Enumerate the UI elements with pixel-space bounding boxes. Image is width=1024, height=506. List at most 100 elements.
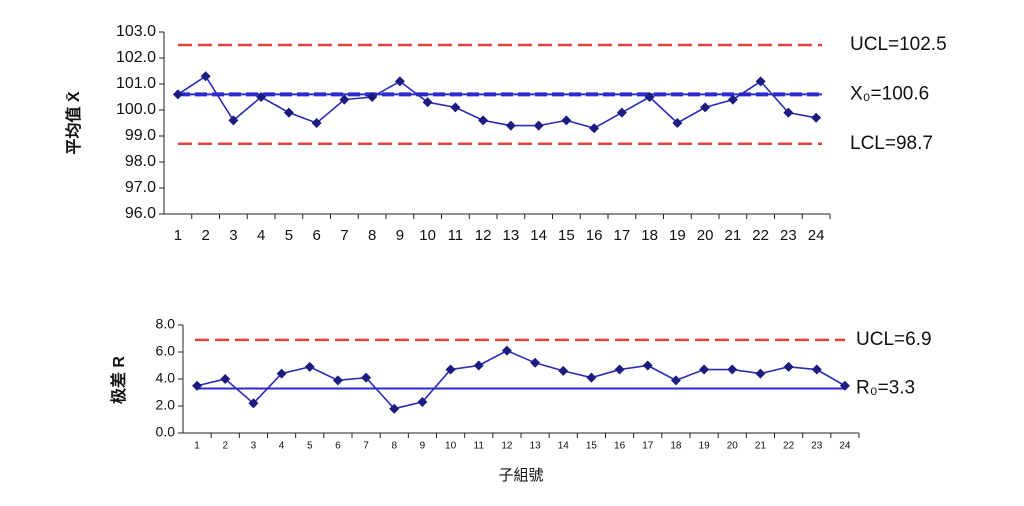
data-point	[473, 360, 484, 371]
data-point	[228, 115, 239, 126]
data-point	[256, 92, 267, 102]
x-tick-label: 21	[725, 227, 742, 244]
x-tick-label: 10	[445, 441, 457, 452]
y-tick-label: 102.0	[116, 49, 156, 66]
data-point	[670, 375, 681, 386]
y-tick-label: 96.0	[125, 205, 156, 222]
limit-label: LCL=98.7	[850, 133, 933, 154]
x-tick-label: 13	[530, 441, 542, 452]
data-point	[172, 89, 183, 100]
x-tick-label: 10	[419, 227, 436, 244]
x-tick-label: 8	[368, 227, 376, 244]
x-tick-label: 12	[475, 227, 492, 244]
data-point	[727, 94, 738, 105]
y-tick-label: 8.0	[156, 316, 176, 332]
limit-label: UCL=6.9	[856, 329, 932, 350]
data-point	[589, 123, 600, 134]
x-tick-label: 20	[697, 227, 714, 244]
x-tick-label: 9	[420, 441, 426, 452]
data-point	[501, 345, 512, 356]
data-point	[389, 403, 400, 414]
x-tick-label: 22	[783, 441, 795, 452]
x-axis-label: 子組號	[498, 467, 543, 484]
x-tick-label: 8	[391, 441, 397, 452]
data-point	[276, 368, 287, 379]
x-tick-label: 12	[501, 441, 513, 452]
x-tick-label: 17	[642, 441, 654, 452]
x-tick-label: 19	[669, 227, 686, 244]
data-point	[445, 364, 456, 375]
data-point	[586, 372, 597, 383]
data-point	[558, 365, 569, 376]
data-point	[642, 360, 653, 371]
data-point	[361, 372, 372, 383]
data-point	[783, 361, 794, 372]
x-tick-label: 24	[839, 441, 851, 452]
data-point	[283, 107, 294, 118]
data-point	[614, 364, 625, 375]
data-point	[811, 364, 822, 375]
data-point	[311, 118, 322, 128]
data-point	[727, 364, 738, 375]
x-tick-label: 4	[257, 227, 265, 244]
x-tick-label: 7	[363, 441, 369, 452]
limit-label: R₀=3.3	[856, 377, 915, 398]
data-point	[616, 107, 627, 118]
data-point	[332, 375, 343, 386]
data-point	[422, 97, 433, 108]
x-tick-label: 18	[641, 227, 658, 244]
data-point	[248, 398, 259, 409]
x-tick-label: 20	[727, 441, 739, 452]
data-point	[505, 120, 516, 131]
x-tick-label: 21	[755, 441, 767, 452]
y-tick-label: 2.0	[156, 397, 176, 413]
data-point	[450, 102, 461, 113]
data-point	[339, 94, 350, 105]
x-tick-label: 2	[201, 227, 209, 244]
data-point	[200, 71, 211, 82]
x-tick-label: 6	[312, 227, 320, 244]
x-tick-label: 2	[222, 441, 228, 452]
x-tick-label: 1	[174, 227, 182, 244]
data-point	[220, 374, 231, 384]
x-tick-label: 23	[811, 441, 823, 452]
x-tick-label: 11	[448, 227, 464, 244]
data-point	[304, 361, 315, 372]
data-point	[839, 380, 850, 391]
y-tick-label: 0.0	[156, 424, 176, 440]
data-line	[177, 75, 817, 130]
x-tick-label: 14	[558, 441, 570, 452]
y-tick-label: 98.0	[125, 153, 156, 170]
limit-label: UCL=102.5	[850, 34, 947, 55]
y-tick-label: 101.0	[116, 75, 156, 92]
data-point	[367, 92, 378, 102]
x-tick-label: 6	[335, 441, 341, 452]
y-axis-label: 平均值 X̄	[64, 91, 83, 154]
data-point	[755, 368, 766, 379]
y-axis-label: 极差 R	[109, 356, 128, 404]
data-point	[192, 380, 203, 391]
y-tick-label: 6.0	[156, 343, 176, 359]
x-tick-label: 19	[699, 441, 711, 452]
x-tick-label: 15	[586, 441, 598, 452]
data-point	[672, 118, 683, 128]
data-point	[530, 357, 541, 368]
data-point	[644, 92, 655, 102]
data-point	[699, 364, 710, 375]
data-point	[533, 120, 544, 131]
x-tick-label: 22	[752, 227, 769, 244]
x-tick-label: 5	[307, 441, 313, 452]
data-line	[196, 349, 846, 410]
data-point	[700, 102, 711, 113]
x-tick-label: 16	[614, 441, 626, 452]
x-tick-label: 3	[229, 227, 237, 244]
y-tick-label: 100.0	[116, 101, 156, 118]
x-tick-label: 7	[340, 227, 348, 244]
y-tick-label: 99.0	[125, 127, 156, 144]
data-point	[478, 115, 489, 126]
x-tick-label: 24	[808, 227, 825, 244]
y-tick-label: 103.0	[116, 23, 156, 40]
x-tick-label: 14	[530, 227, 547, 244]
